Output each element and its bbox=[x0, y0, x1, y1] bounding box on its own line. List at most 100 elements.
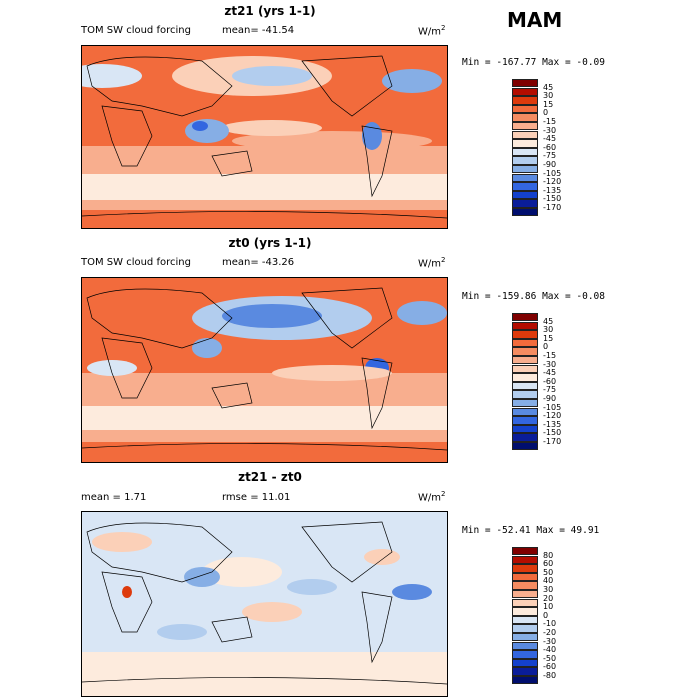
colorbar-swatch bbox=[512, 399, 538, 408]
colorbar-label: 0 bbox=[543, 108, 549, 118]
colorbar-swatch bbox=[512, 607, 538, 616]
colorbar-label: 50 bbox=[543, 567, 554, 577]
colorbar-label: -150 bbox=[543, 428, 562, 438]
panel1-title: zt21 (yrs 1-1) bbox=[224, 4, 316, 18]
colorbar-swatch bbox=[512, 676, 538, 685]
colorbar-swatch bbox=[512, 338, 538, 348]
panel2-field-label: TOM SW cloud forcing bbox=[81, 257, 191, 268]
colorbar-label: -45 bbox=[543, 134, 557, 144]
panel2-title: zt0 (yrs 1-1) bbox=[228, 236, 312, 250]
panel1-mean: mean= -41.54 bbox=[222, 25, 295, 36]
colorbar-swatch bbox=[512, 330, 538, 339]
colorbar-swatch bbox=[512, 165, 538, 174]
colorbar-swatch bbox=[512, 390, 538, 399]
colorbar-swatch bbox=[512, 313, 538, 322]
colorbar-label: 15 bbox=[543, 333, 554, 343]
panel1-map bbox=[81, 45, 448, 229]
colorbar-swatch bbox=[512, 667, 538, 676]
colorbar-swatch bbox=[512, 208, 538, 217]
colorbar-swatch bbox=[512, 373, 538, 382]
colorbar-label: -60 bbox=[543, 142, 557, 152]
colorbar-swatch bbox=[512, 182, 538, 191]
panel2-mean: mean= -43.26 bbox=[222, 257, 295, 268]
colorbar-swatch bbox=[512, 347, 538, 356]
colorbar-swatch bbox=[512, 356, 538, 365]
colorbar-swatch bbox=[512, 87, 538, 96]
colorbar-swatch bbox=[512, 96, 538, 105]
colorbar-swatch bbox=[512, 190, 538, 200]
colorbar-swatch bbox=[512, 442, 538, 451]
colorbar-swatch bbox=[512, 113, 538, 122]
colorbar-swatch bbox=[512, 79, 538, 88]
colorbar-swatch bbox=[512, 564, 538, 573]
colorbar-label: -15 bbox=[543, 351, 557, 360]
colorbar-label: -170 bbox=[543, 203, 562, 212]
panel1-field-label: TOM SW cloud forcing bbox=[81, 25, 191, 36]
panel3-minmax: Min = -52.41 Max = 49.91 bbox=[462, 525, 600, 536]
colorbar-label: -150 bbox=[543, 194, 562, 204]
panel2-minmax: Min = -159.86 Max = -0.08 bbox=[462, 291, 605, 302]
panel1-units: W/m2 bbox=[418, 24, 446, 38]
panel3-map-svg bbox=[82, 512, 447, 696]
colorbar-swatch bbox=[512, 173, 538, 182]
colorbar-swatch bbox=[512, 122, 538, 131]
colorbar-label: -50 bbox=[543, 653, 557, 663]
panel3-mean: mean = 1.71 bbox=[81, 492, 147, 503]
colorbar-swatch bbox=[512, 433, 538, 442]
colorbar-swatch bbox=[512, 104, 538, 114]
colorbar-label: 80 bbox=[543, 550, 554, 560]
panel3-title: zt21 - zt0 bbox=[238, 470, 302, 484]
colorbar-label: 0 bbox=[543, 610, 549, 620]
colorbar-label: -80 bbox=[543, 671, 557, 680]
colorbar-label: -15 bbox=[543, 117, 557, 126]
colorbar-swatch bbox=[512, 321, 538, 330]
colorbar-swatch bbox=[512, 590, 538, 599]
colorbar-swatch bbox=[512, 598, 538, 607]
colorbar-label: 30 bbox=[543, 91, 554, 101]
panel1-colorbar: 45 30 15 0 -15 -30 -45 -60 -75 -90 -105 -120 -135 -15… bbox=[512, 79, 572, 219]
colorbar-swatch bbox=[512, 658, 538, 668]
colorbar-swatch bbox=[512, 407, 538, 416]
colorbar-label: -120 bbox=[543, 411, 562, 421]
colorbar-label: 10 bbox=[543, 602, 554, 612]
colorbar-label: -120 bbox=[543, 177, 562, 187]
colorbar-swatch bbox=[512, 572, 538, 582]
panel3-colorbar: 80 60 50 40 30 20 10 0 -10 -20 -30 -40 -50 -60 -80 bbox=[512, 547, 572, 687]
colorbar-label: -90 bbox=[543, 160, 557, 169]
colorbar-label: 15 bbox=[543, 99, 554, 109]
panel2-colorbar: 45 30 15 0 -15 -30 -45 -60 -75 -90 -105 -120 -135 -15… bbox=[512, 313, 572, 453]
colorbar-label: -170 bbox=[543, 437, 562, 446]
colorbar-swatch bbox=[512, 633, 538, 642]
colorbar-swatch bbox=[512, 641, 538, 650]
colorbar-swatch bbox=[512, 139, 538, 148]
colorbar-label: 30 bbox=[543, 585, 554, 594]
colorbar-swatch bbox=[512, 364, 538, 373]
colorbar-swatch bbox=[512, 381, 538, 391]
colorbar-swatch bbox=[512, 130, 538, 139]
colorbar-label: 0 bbox=[543, 342, 549, 352]
colorbar-label: 40 bbox=[543, 576, 554, 586]
season-title: MAM bbox=[507, 8, 563, 32]
colorbar-label: -40 bbox=[543, 645, 557, 655]
colorbar-swatch bbox=[512, 555, 538, 564]
colorbar-label: -105 bbox=[543, 402, 562, 412]
panel3-map bbox=[81, 511, 448, 697]
panel1-map-svg bbox=[82, 46, 447, 228]
colorbar-label: -30 bbox=[543, 636, 557, 646]
colorbar-swatch bbox=[512, 547, 538, 556]
panel3-units: W/m2 bbox=[418, 490, 446, 504]
colorbar-swatch bbox=[512, 650, 538, 659]
colorbar-label: -60 bbox=[543, 376, 557, 386]
colorbar-label: -30 bbox=[543, 125, 557, 135]
colorbar-swatch bbox=[512, 156, 538, 165]
colorbar-label: 60 bbox=[543, 559, 554, 569]
colorbar-swatch bbox=[512, 416, 538, 425]
colorbar-swatch bbox=[512, 199, 538, 208]
colorbar-swatch bbox=[512, 624, 538, 633]
colorbar-label: 45 bbox=[543, 316, 554, 326]
panel2-map bbox=[81, 277, 448, 463]
panel2-map-svg bbox=[82, 278, 447, 462]
colorbar-label: -135 bbox=[543, 185, 562, 195]
panel1-minmax: Min = -167.77 Max = -0.09 bbox=[462, 57, 605, 68]
colorbar-swatch bbox=[512, 615, 538, 625]
